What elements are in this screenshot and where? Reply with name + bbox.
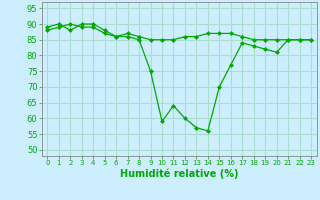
X-axis label: Humidité relative (%): Humidité relative (%) [120,169,238,179]
